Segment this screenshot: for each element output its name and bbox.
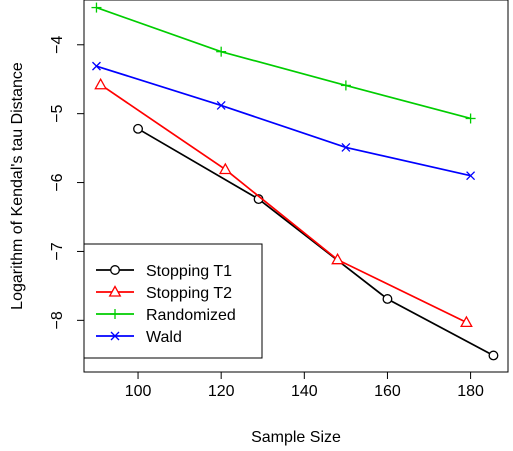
y-tick-label: −8 [49, 311, 66, 329]
data-point [465, 113, 476, 124]
series-line [100, 84, 467, 324]
x-tick-label: 160 [374, 383, 401, 400]
legend-label: Randomized [146, 307, 236, 324]
y-tick-label: −5 [49, 104, 66, 122]
legend-label: Stopping T2 [146, 285, 232, 302]
data-point [331, 252, 344, 265]
data-point [218, 162, 232, 175]
series-layer [91, 2, 499, 361]
plot-box [83, 0, 509, 373]
data-point [92, 61, 101, 71]
series-stopping-t2 [94, 77, 473, 328]
legend-item: Randomized [96, 307, 236, 324]
data-point [488, 350, 499, 361]
legend-marker [110, 331, 120, 341]
series-line [96, 65, 471, 177]
legend-marker [108, 285, 122, 297]
x-tick-label: 120 [208, 383, 235, 400]
y-tick-label: −6 [49, 173, 66, 191]
y-tick-label: −7 [49, 242, 66, 260]
data-point [382, 294, 393, 304]
data-point [341, 142, 351, 152]
legend-box [83, 243, 263, 359]
data-point [216, 100, 226, 110]
series-line [96, 6, 471, 120]
legend-marker [110, 265, 120, 275]
x-tick-label: 100 [125, 383, 152, 400]
series-randomized [91, 2, 476, 124]
x-axis-title: Sample Size [251, 429, 341, 446]
data-point [94, 77, 108, 90]
data-point [466, 171, 476, 181]
x-tick-label: 180 [457, 383, 484, 400]
legend-label: Stopping T1 [146, 263, 232, 280]
y-axis: −8 −7 −6 −5 −4 [49, 36, 84, 329]
x-axis: 100 120 140 160 180 [125, 372, 484, 400]
legend-item: Stopping T2 [96, 285, 232, 302]
series-wald [92, 61, 476, 181]
data-point [340, 80, 351, 91]
legend: Stopping T1 Stopping T2 Randomized Wald [83, 243, 263, 359]
legend-label: Wald [146, 329, 182, 346]
data-point [91, 2, 102, 13]
data-point [460, 315, 473, 328]
legend-item: Wald [96, 329, 182, 346]
y-tick-label: −4 [49, 36, 66, 54]
legend-item: Stopping T1 [96, 263, 232, 280]
x-tick-label: 140 [291, 383, 318, 400]
data-point [216, 46, 227, 57]
legend-marker [110, 309, 120, 319]
data-point [133, 123, 143, 134]
y-axis-title: Logarithm of Kendal's tau Distance [9, 62, 26, 310]
